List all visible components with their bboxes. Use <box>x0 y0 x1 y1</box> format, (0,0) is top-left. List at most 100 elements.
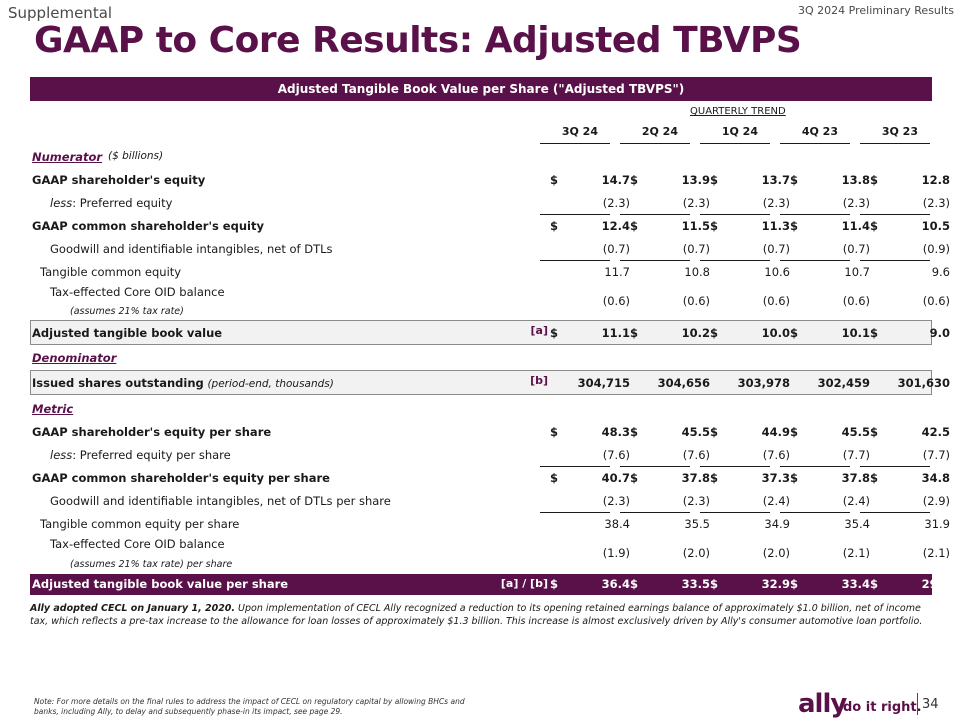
cell-value: 37.3 <box>761 471 790 485</box>
value-cell: (0.7) <box>550 242 630 260</box>
row-label: GAAP shareholder's equity <box>32 173 206 187</box>
cell-value: (0.6) <box>762 294 790 308</box>
cell-value: 10.8 <box>684 265 710 279</box>
dollar-sign: $ <box>550 425 559 439</box>
cell-value: (0.7) <box>842 242 870 256</box>
cell-value: 13.9 <box>681 173 710 187</box>
value-cell: $45.5 <box>630 425 710 443</box>
cell-value: (2.0) <box>682 546 710 560</box>
value-cell: $37.8 <box>790 471 870 489</box>
value-cell: $11.4 <box>790 219 870 237</box>
cell-value: 10.5 <box>921 219 950 233</box>
value-cell: (0.6) <box>550 294 630 312</box>
cell-value: (2.9) <box>922 494 950 508</box>
value-cell: (0.6) <box>790 294 870 312</box>
cell-value: 304,656 <box>657 376 710 390</box>
value-cell: $11.1 <box>550 326 630 344</box>
footnote-text: Upon implementation of CECL Ally recogni… <box>30 603 923 627</box>
dollar-sign: $ <box>790 577 799 591</box>
value-cell: $12.4 <box>550 219 630 237</box>
cell-value: 45.5 <box>841 425 870 439</box>
cell-value: (2.0) <box>762 546 790 560</box>
row-label: Tax-effected Core OID balance <box>50 285 225 299</box>
row-label-text: : Preferred equity <box>72 196 173 210</box>
row-sublabel: (period-end, thousands) <box>207 378 334 390</box>
value-cell: 35.4 <box>790 517 870 535</box>
adjusted-tbv-box <box>30 320 932 345</box>
value-cell: (2.0) <box>630 546 710 564</box>
value-cell: (7.7) <box>870 448 950 466</box>
cell-value: 38.4 <box>604 517 630 531</box>
row-label: less: Preferred equity <box>50 196 172 210</box>
cell-value: 13.8 <box>841 173 870 187</box>
value-cell: $33.4 <box>790 577 870 595</box>
value-cell: $29.8 <box>870 577 950 595</box>
cell-value: 48.3 <box>601 425 630 439</box>
column-header-3q24: 3Q 24 <box>561 125 598 138</box>
value-cell: 35.5 <box>630 517 710 535</box>
cell-value: 36.4 <box>601 577 630 591</box>
dollar-sign: $ <box>790 326 799 340</box>
cell-value: 33.4 <box>841 577 870 591</box>
cell-value: 9.0 <box>929 326 950 340</box>
dollar-sign: $ <box>630 326 639 340</box>
cell-value: 11.4 <box>841 219 870 233</box>
cell-value: (2.4) <box>842 494 870 508</box>
cell-value: 32.9 <box>761 577 790 591</box>
cell-value: 12.8 <box>921 173 950 187</box>
header-rule <box>540 143 610 144</box>
ally-logo: ally <box>798 689 847 719</box>
tagline: do it right. <box>843 700 922 715</box>
cell-value: 13.7 <box>761 173 790 187</box>
cell-value: 44.9 <box>761 425 790 439</box>
quarterly-trend-label: QUARTERLY TREND <box>690 106 786 117</box>
cell-value: 34.9 <box>764 517 790 531</box>
dollar-sign: $ <box>790 173 799 187</box>
value-cell: (7.7) <box>790 448 870 466</box>
cell-value: (0.7) <box>762 242 790 256</box>
value-cell: 304,656 <box>630 376 710 394</box>
row-label: Tangible common equity <box>40 265 182 279</box>
dollar-sign: $ <box>550 173 559 187</box>
header-rule <box>780 143 850 144</box>
value-cell: 301,630 <box>870 376 950 394</box>
value-cell: (2.3) <box>550 196 630 214</box>
value-cell: 11.7 <box>550 265 630 283</box>
dollar-sign: $ <box>870 471 879 485</box>
cell-value: 303,978 <box>737 376 790 390</box>
cell-value: 304,715 <box>577 376 630 390</box>
cell-value: (0.7) <box>602 242 630 256</box>
row-label: less: Preferred equity per share <box>50 448 231 462</box>
less-prefix: less <box>50 448 73 462</box>
value-cell: $44.9 <box>710 425 790 443</box>
dollar-sign: $ <box>870 173 879 187</box>
cell-value: (0.6) <box>842 294 870 308</box>
value-cell: 34.9 <box>710 517 790 535</box>
value-cell: (7.6) <box>710 448 790 466</box>
value-cell: 303,978 <box>710 376 790 394</box>
value-cell: $13.7 <box>710 173 790 191</box>
cell-value: (0.6) <box>602 294 630 308</box>
value-cell: $10.0 <box>710 326 790 344</box>
cell-value: 14.7 <box>601 173 630 187</box>
value-cell: $13.9 <box>630 173 710 191</box>
cell-value: 10.7 <box>844 265 870 279</box>
cell-value: (2.3) <box>602 196 630 210</box>
cell-value: 11.1 <box>601 326 630 340</box>
cell-value: (7.6) <box>762 448 790 462</box>
row-label: Tangible common equity per share <box>40 517 240 531</box>
cell-value: (0.6) <box>682 294 710 308</box>
cell-value: (0.6) <box>922 294 950 308</box>
value-cell: $45.5 <box>790 425 870 443</box>
value-cell: (2.3) <box>870 196 950 214</box>
cell-value: 9.6 <box>931 265 950 279</box>
cell-value: 302,459 <box>817 376 870 390</box>
cell-value: 31.9 <box>924 517 950 531</box>
cecl-footnote: Ally adopted CECL on January 1, 2020. Up… <box>30 602 930 628</box>
value-cell: (2.3) <box>790 196 870 214</box>
cell-value: (2.3) <box>682 196 710 210</box>
value-cell: (2.4) <box>710 494 790 512</box>
regulatory-note: Note: For more details on the final rule… <box>34 697 465 716</box>
cell-value: (2.3) <box>762 196 790 210</box>
value-cell: 10.6 <box>710 265 790 283</box>
